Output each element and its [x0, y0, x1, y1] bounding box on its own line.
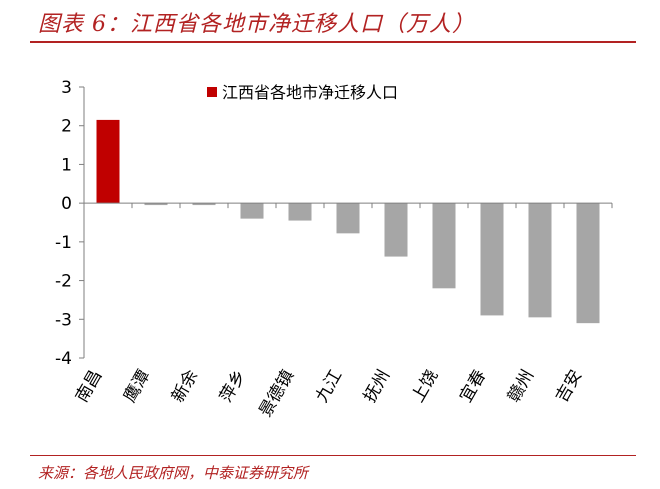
y-tick-label: 3: [61, 78, 72, 98]
bar-萍乡: [240, 203, 264, 219]
y-tick-label: -1: [55, 233, 72, 253]
x-category-label: 上饶: [408, 367, 442, 406]
bar-景德镇: [288, 203, 312, 221]
x-category-label: 萍乡: [216, 367, 250, 406]
x-category-label: 新余: [168, 367, 202, 406]
x-category-label: 赣州: [504, 367, 538, 406]
legend-swatch: [207, 87, 217, 97]
figure-title: 图表 6：江西省各地市净迁移人口（万人）: [38, 12, 475, 37]
legend: 江西省各地市净迁移人口: [207, 83, 398, 102]
x-category-label: 鹰潭: [120, 367, 154, 406]
y-tick-label: -4: [55, 349, 72, 369]
x-category-label: 宜春: [456, 367, 490, 406]
y-tick-label: 2: [61, 117, 72, 137]
bar-series: [96, 119, 600, 324]
x-category-label: 九江: [312, 367, 346, 406]
bar-鹰潭: [144, 203, 168, 206]
y-tick-label: -3: [55, 310, 72, 330]
y-tick-label: -2: [55, 272, 72, 292]
title-rule: [30, 41, 636, 43]
bar-抚州: [384, 203, 408, 257]
bar-宜春: [480, 203, 504, 316]
x-category-label: 吉安: [552, 367, 586, 406]
x-category-label: 南昌: [72, 367, 106, 406]
source-rule: [30, 455, 636, 456]
y-tick-label: 1: [61, 155, 72, 175]
legend-label: 江西省各地市净迁移人口: [222, 83, 398, 102]
x-category-label: 景德镇: [256, 367, 299, 421]
x-category-label: 抚州: [360, 367, 394, 406]
bar-九江: [336, 203, 360, 234]
y-tick-label: 0: [61, 194, 72, 214]
bar-南昌: [96, 119, 120, 204]
source-note: 来源：各地人民政府网，中泰证券研究所: [38, 464, 309, 482]
bar-新余: [192, 203, 216, 206]
y-axis-ticks: 3 2 1 0 -1 -2 -3 -4: [55, 78, 84, 369]
x-axis-ticks: [83, 203, 613, 209]
bar-上饶: [432, 203, 456, 289]
bar-吉安: [576, 203, 600, 324]
bar-赣州: [528, 203, 552, 318]
x-axis-labels: 南昌 鹰潭 新余 萍乡 景德镇 九江 抚州 上饶 宜春 赣州 吉安: [72, 367, 586, 421]
